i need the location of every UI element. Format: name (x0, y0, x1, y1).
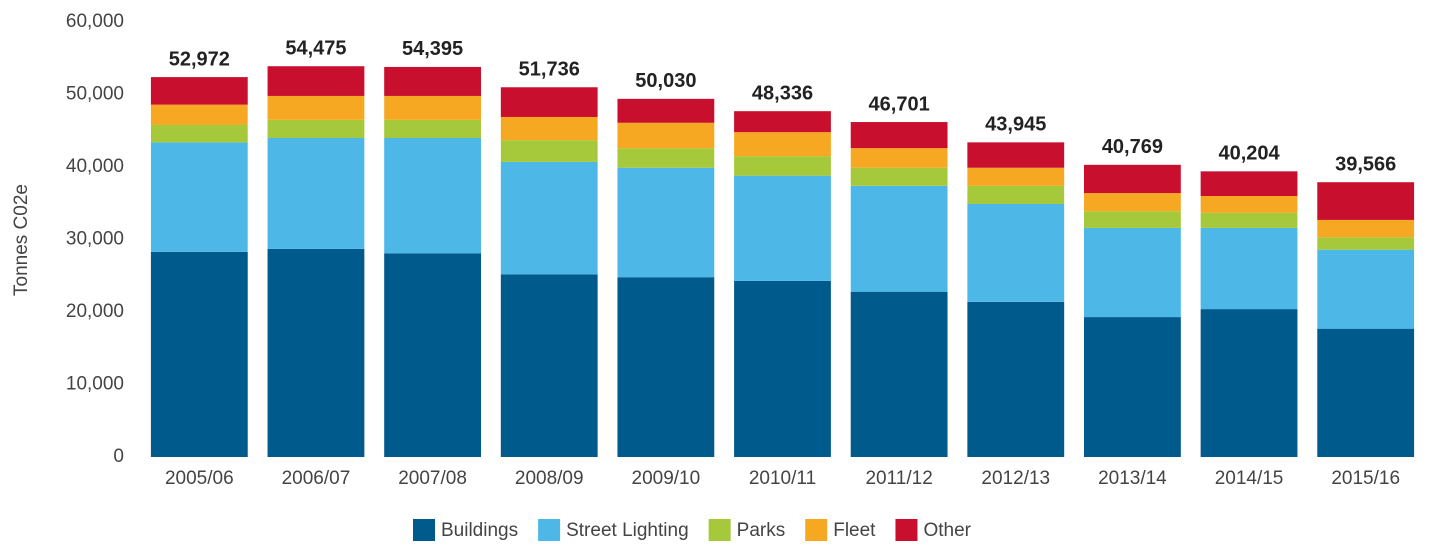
x-tick-label: 2008/09 (515, 468, 584, 489)
bar-segment (384, 66, 481, 96)
bar-segment (967, 185, 1065, 204)
legend-label: Street Lighting (566, 520, 689, 541)
bar-segment (267, 138, 365, 249)
bar-segment (1200, 309, 1298, 457)
bar-segment (617, 167, 715, 278)
bar-segment (1317, 237, 1415, 250)
y-tick-label: 50,000 (66, 84, 124, 105)
legend-label: Other (923, 520, 971, 541)
bar-segment (500, 140, 598, 162)
bar-segment (850, 122, 948, 149)
bar-segment (150, 142, 248, 252)
bar-segment (967, 301, 1065, 457)
bar-segment (1084, 193, 1181, 212)
total-label: 48,336 (752, 82, 813, 104)
bar-segment (500, 87, 598, 117)
legend-swatch (413, 519, 435, 541)
bar-segment (150, 124, 248, 143)
bar-segment (850, 167, 948, 186)
bar-segment (150, 251, 248, 457)
total-label: 39,566 (1335, 154, 1396, 176)
bar-segment (1317, 182, 1415, 220)
bar-segment (267, 119, 365, 138)
x-tick-label: 2009/10 (632, 468, 701, 489)
legend-label: Parks (737, 520, 786, 541)
x-tick-label: 2005/06 (165, 468, 234, 489)
legend-label: Fleet (833, 520, 876, 541)
total-label: 40,204 (1218, 143, 1280, 165)
total-label: 51,736 (519, 59, 580, 81)
legend-swatch (805, 519, 828, 541)
bar-segment (617, 122, 715, 149)
bar-segment (850, 148, 948, 168)
bar-segment (384, 253, 481, 457)
bar-segment (1200, 196, 1298, 213)
bar-segment (384, 138, 481, 254)
legend-label: Buildings (441, 520, 518, 541)
total-label: 50,030 (635, 70, 696, 92)
y-tick-label: 60,000 (66, 11, 124, 32)
x-tick-label: 2007/08 (398, 468, 467, 489)
bar-segment (267, 248, 365, 457)
y-tick-label: 20,000 (66, 301, 124, 322)
bar-segment (150, 104, 248, 125)
bar-segment (1200, 212, 1298, 228)
bar-segment (384, 95, 481, 120)
bar-segment (150, 77, 248, 105)
bar-segment (734, 175, 831, 281)
total-label: 54,475 (285, 38, 346, 60)
bar-segment (967, 203, 1065, 302)
total-label: 43,945 (985, 114, 1046, 136)
y-tick-label: 30,000 (66, 229, 124, 250)
bar-segment (617, 148, 715, 168)
x-tick-label: 2011/12 (865, 468, 932, 489)
bar-segment (1084, 317, 1181, 457)
y-tick-label: 40,000 (66, 156, 124, 177)
x-tick-label: 2015/16 (1331, 468, 1400, 489)
legend-swatch (895, 519, 918, 541)
y-tick-label: 10,000 (66, 374, 124, 395)
x-tick-label: 2006/07 (282, 468, 351, 489)
x-tick-label: 2014/15 (1215, 468, 1284, 489)
bar-segment (267, 95, 365, 120)
x-tick-label: 2012/13 (981, 468, 1050, 489)
x-tick-label: 2013/14 (1098, 468, 1167, 489)
bar-segment (850, 185, 948, 292)
bar-segment (1317, 219, 1415, 238)
bar-segment (850, 291, 948, 457)
bar-segment (500, 161, 598, 275)
bar-segment (967, 167, 1065, 186)
legend: Buildings Street Lighting Parks Fleet Other (413, 519, 972, 541)
bar-segment (500, 116, 598, 141)
bar-segment (1317, 328, 1415, 457)
bar-segment (734, 280, 831, 457)
bar-segment (500, 274, 598, 457)
bar-segment (1317, 249, 1415, 329)
bar-segment (1084, 227, 1181, 318)
total-label: 54,395 (402, 38, 463, 60)
total-label: 40,769 (1102, 136, 1163, 158)
bar-segment (384, 119, 481, 138)
legend-swatch (708, 519, 731, 541)
y-tick-label: 0 (113, 446, 124, 467)
bar-segment (734, 156, 831, 176)
total-label: 52,972 (169, 48, 230, 70)
bar-segment (967, 142, 1065, 168)
bar-segment (1084, 211, 1181, 228)
bar-segment (1084, 164, 1181, 194)
bar-segment (1200, 227, 1298, 310)
bar-segment (267, 66, 365, 96)
bar-segment (734, 132, 831, 157)
y-axis-title: Tonnes C02e (11, 184, 32, 296)
total-label: 46,701 (869, 93, 930, 115)
bar-segment (1200, 171, 1298, 196)
bar-segment (734, 111, 831, 133)
x-tick-label: 2010/11 (749, 468, 816, 489)
bar-segment (617, 98, 715, 123)
bar-segment (617, 277, 715, 457)
legend-swatch (538, 519, 561, 541)
